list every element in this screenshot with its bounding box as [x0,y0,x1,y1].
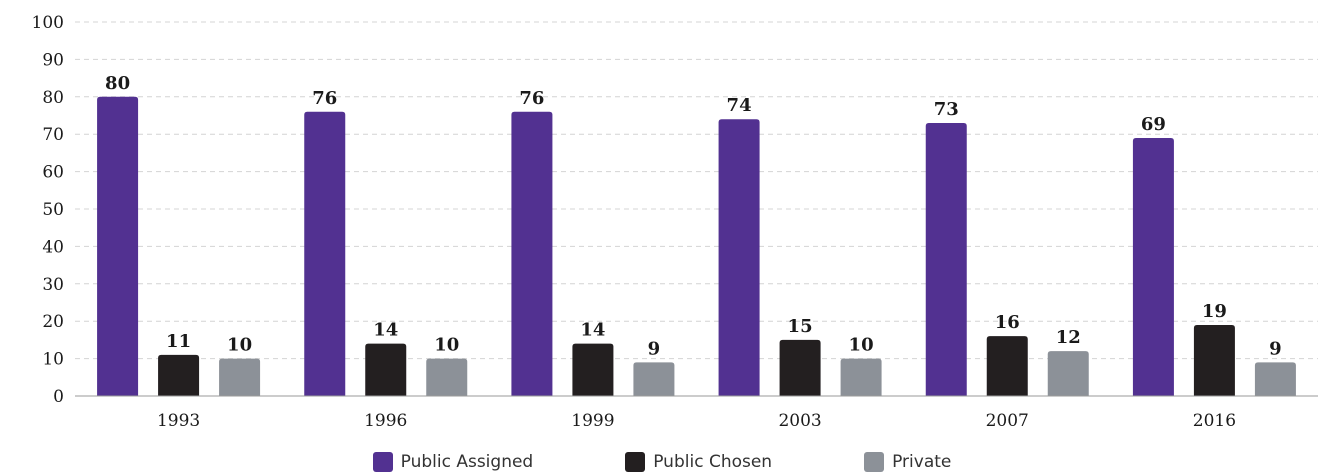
data-label: 69 [1141,114,1166,135]
bar [365,343,407,396]
data-label: 12 [1056,327,1081,348]
bar [718,119,760,397]
legend-item-public-chosen: Public Chosen [625,452,772,472]
data-label: 15 [788,316,813,337]
y-axis: 0 10 20 30 40 50 60 70 80 90 100 [32,13,64,407]
x-tick-label: 1993 [157,411,200,431]
bar [572,343,614,396]
gridlines [75,21,1318,360]
data-label: 14 [580,320,605,341]
bar [633,362,675,396]
bar [511,111,553,396]
data-labels: 80 11 10 76 14 10 76 14 9 74 15 10 73 16 12 69 19 9 [105,73,1282,360]
data-label: 73 [934,99,959,120]
y-tick-label: 10 [42,350,64,370]
data-label: 74 [727,95,752,116]
bars [97,96,1296,397]
legend-label-public-assigned: Public Assigned [400,452,534,472]
legend-item-public-assigned: Public Assigned [372,452,534,472]
legend-swatch-private [864,452,885,472]
bar [97,96,139,397]
data-label: 14 [373,320,398,341]
bar [219,358,261,396]
y-tick-label: 30 [42,275,64,295]
y-tick-label: 20 [42,312,64,332]
data-label: 11 [166,331,191,352]
x-axis: 1993 1996 1999 2003 2007 2016 [75,395,1318,431]
x-tick-label: 1996 [364,411,407,431]
bar [1193,324,1235,396]
y-tick-label: 70 [42,125,64,145]
data-label: 10 [227,335,252,356]
data-label: 19 [1202,301,1227,322]
data-label: 9 [1269,338,1282,359]
bar [158,354,200,396]
y-tick-label: 80 [42,88,64,108]
bar [1132,137,1174,396]
legend-item-private: Private [864,452,951,472]
legend-label-public-chosen: Public Chosen [653,452,773,472]
y-tick-label: 90 [42,50,64,70]
bar [840,358,882,396]
data-label: 10 [434,335,459,356]
data-label: 80 [105,73,130,94]
bar [1254,362,1296,396]
bar-chart: 0 10 20 30 40 50 60 70 80 90 100 80 11 10 76 14 10 76 14 9… [32,13,1318,431]
y-tick-label: 60 [42,163,64,183]
legend-swatch-public-assigned [372,452,393,472]
bar [304,111,346,396]
y-tick-label: 50 [42,200,64,220]
legend-swatch-public-chosen [625,452,646,472]
data-label: 76 [312,88,337,109]
x-tick-label: 2016 [1193,411,1236,431]
y-tick-label: 0 [53,387,64,407]
legend-label-private: Private [892,452,952,472]
data-label: 76 [519,88,544,109]
y-tick-label: 40 [42,237,64,257]
x-tick-label: 2007 [986,411,1029,431]
bar [986,336,1028,396]
legend: Public Assigned Public Chosen Private [0,451,1324,473]
data-label: 16 [995,312,1020,333]
x-tick-label: 1999 [571,411,614,431]
y-tick-label: 100 [32,13,64,33]
data-label: 9 [648,338,661,359]
bar [779,339,821,396]
x-tick-label: 2003 [778,411,821,431]
data-label: 10 [849,335,874,356]
bar [426,358,468,396]
bar [925,122,967,396]
bar [1047,351,1089,396]
